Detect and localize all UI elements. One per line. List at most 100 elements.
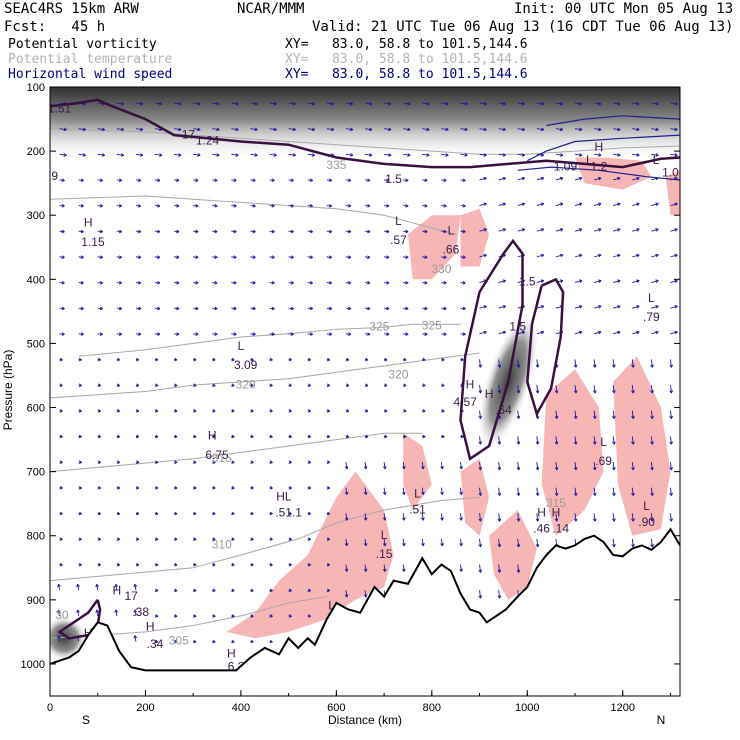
wind-vector-599: [612, 359, 615, 368]
wind-vector-head-65: [120, 101, 125, 106]
jet-speed-contour-1: [517, 166, 680, 181]
wind-vector-head-272: [288, 357, 292, 362]
wind-vector-head-434: [441, 434, 445, 439]
wind-vector-619: [631, 410, 634, 419]
wind-vector-head-395: [403, 383, 407, 388]
pv-contour-3: [57, 599, 102, 640]
wind-vector-head-172: [193, 614, 197, 618]
wind-vector-head-633: [655, 305, 659, 309]
theta-contours: [50, 128, 680, 639]
wind-vector-head-578: [598, 253, 602, 258]
wind-vector-head-654: [669, 390, 673, 394]
wind-vector-head-507: [521, 330, 526, 335]
wind-vector-head-606: [612, 543, 616, 548]
wind-vector-head-437: [440, 517, 444, 521]
wind-vector-head-198: [235, 153, 239, 157]
wind-vector-head-537: [559, 127, 564, 132]
wind-vector-65: [116, 102, 124, 105]
wind-vector-659: [670, 513, 672, 522]
contour-label-15: .66: [443, 243, 460, 257]
contour-label-67: 335: [326, 158, 346, 172]
wind-vector-623: [631, 513, 634, 522]
wind-vector-583: [593, 385, 596, 394]
wind-vector-head-148: [174, 562, 178, 567]
wind-vector-head-482: [502, 202, 506, 207]
wind-vector-240: [269, 102, 277, 105]
wind-vector-head-30: [80, 306, 84, 311]
wind-vector-head-462: [483, 202, 487, 207]
wind-vector-head-551: [554, 492, 559, 496]
wind-vector-219: [250, 128, 258, 131]
wind-vector-head-222: [252, 204, 256, 208]
wind-vector-head-534: [535, 518, 540, 522]
wind-vector-head-473: [478, 492, 483, 496]
wind-vector-611: [632, 203, 640, 207]
wind-vector-560: [574, 254, 583, 258]
wind-vector-head-89: [137, 178, 142, 183]
wind-vector-590: [613, 128, 621, 131]
wind-vector-head-601: [612, 415, 616, 419]
wind-vector-head-387: [405, 178, 409, 183]
wind-vector-head-590: [617, 127, 621, 132]
wind-vector-head-244: [271, 204, 275, 208]
terrain: [49, 527, 681, 696]
wind-vector-head-92: [137, 255, 142, 259]
wind-vector-head-659: [669, 518, 673, 522]
wind-vector-head-87: [139, 127, 144, 132]
wind-vector-head-130: [178, 101, 182, 106]
wind-vector-564: [574, 359, 577, 368]
wind-vector-head-558: [578, 202, 583, 207]
wind-vector-head-538: [559, 153, 564, 157]
wind-vector-365: [384, 128, 392, 131]
contour-label-38: 17: [124, 589, 138, 603]
wind-vector-head-454: [459, 491, 463, 495]
contour-label-5: 3.09: [234, 358, 258, 372]
wind-vector-head-523: [540, 228, 545, 232]
wind-vector-106: [134, 609, 137, 616]
wind-vector-105: [134, 584, 137, 591]
field-label-wind: Horizontal wind speed: [8, 67, 173, 82]
wind-vector-head-589: [617, 101, 621, 106]
jet-shading: [50, 87, 680, 161]
wind-vector-617: [631, 359, 634, 368]
wind-vector-head-17: [59, 537, 63, 541]
wind-vector-head-96: [135, 357, 140, 362]
x-tick-label-800: 800: [423, 702, 441, 714]
wind-vector-85: [115, 609, 118, 616]
wind-vector-head-378: [382, 466, 387, 470]
wind-vector-head-132: [178, 153, 182, 157]
contour-label-3: 1.15: [81, 235, 105, 249]
y-tick-label-300: 300: [27, 210, 45, 222]
wind-vector-head-123: [155, 485, 159, 490]
wind-vector-head-128: [155, 614, 159, 618]
wind-vector-head-195: [212, 639, 216, 644]
wind-vector-608: [632, 128, 640, 131]
wind-vector-634: [651, 331, 659, 335]
wind-vector-head-8: [61, 306, 65, 311]
wind-vector-head-424: [443, 178, 447, 183]
wind-vector-head-315: [326, 383, 331, 387]
wind-vector-head-269: [290, 280, 294, 285]
wind-vector-head-151: [174, 639, 178, 644]
wind-vector-485: [498, 280, 506, 283]
wind-vector-588: [593, 513, 596, 522]
wind-vector-624: [631, 538, 634, 547]
wind-vector-head-212: [231, 511, 235, 516]
wind-vector-417: [421, 461, 424, 470]
wind-vector-head-599: [612, 364, 616, 368]
wind-vector-head-288: [309, 229, 313, 234]
wind-vector-head-554: [579, 101, 583, 106]
init-time: Init: 00 UTC Mon 05 Aug 13: [514, 1, 734, 17]
wind-vector-head-234: [250, 511, 254, 516]
wind-vector-head-248: [271, 306, 275, 311]
wind-vector-head-211: [231, 485, 235, 490]
wind-vector-539: [555, 177, 564, 181]
wind-vector-head-176: [216, 153, 220, 157]
wind-vector-head-77: [116, 409, 121, 413]
y-axis-label: Pressure (hPa): [1, 350, 15, 431]
wind-vector-head-19: [57, 583, 61, 588]
wind-vector-602: [612, 436, 615, 445]
wind-vector-head-583: [592, 390, 597, 394]
wind-vector-head-189: [212, 485, 216, 490]
wind-vector-493: [498, 487, 501, 496]
